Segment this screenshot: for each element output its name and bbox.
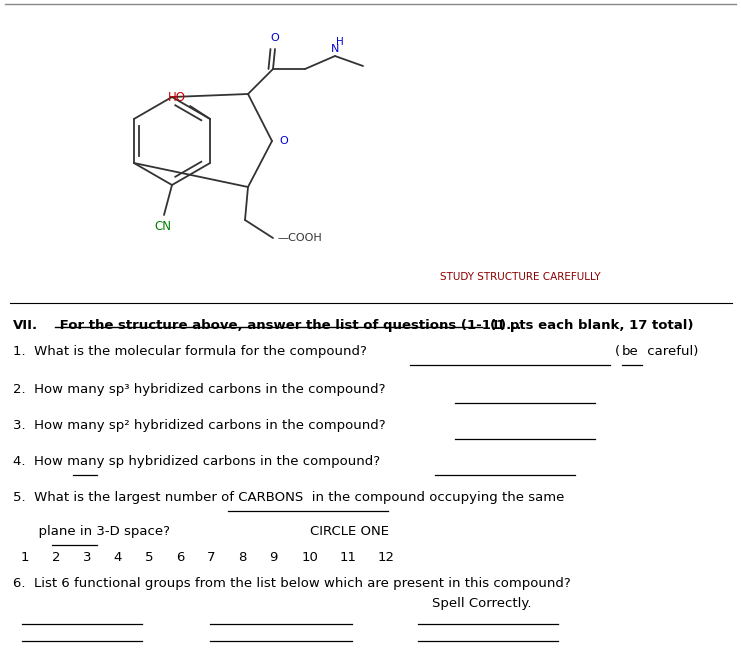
Text: plane in 3-D space?: plane in 3-D space?	[13, 525, 170, 538]
Text: 10: 10	[302, 551, 319, 564]
Text: VII.: VII.	[13, 319, 38, 332]
Text: (1 pts each blank, 17 total): (1 pts each blank, 17 total)	[490, 319, 694, 332]
Text: H: H	[336, 37, 344, 47]
Text: 6.  List 6 functional groups from the list below which are present in this compo: 6. List 6 functional groups from the lis…	[13, 577, 571, 590]
Text: 2.  How many sp³ hybridized carbons in the compound?: 2. How many sp³ hybridized carbons in th…	[13, 383, 385, 396]
Text: 8: 8	[238, 551, 246, 564]
Text: For the structure above, answer the list of questions (1-11)...: For the structure above, answer the list…	[55, 319, 522, 332]
Text: CIRCLE ONE: CIRCLE ONE	[310, 525, 389, 538]
Text: O: O	[270, 33, 279, 43]
Text: 5.  What is the largest number of CARBONS  in the compound occupying the same: 5. What is the largest number of CARBONS…	[13, 491, 565, 504]
Text: 4.  How many sp hybridized carbons in the compound?: 4. How many sp hybridized carbons in the…	[13, 455, 380, 468]
Text: HO: HO	[168, 91, 186, 104]
Text: (: (	[615, 345, 620, 358]
Text: 1.  What is the molecular formula for the compound?: 1. What is the molecular formula for the…	[13, 345, 367, 358]
Text: 7: 7	[207, 551, 215, 564]
Text: 1: 1	[21, 551, 29, 564]
Text: 9: 9	[269, 551, 277, 564]
Text: CN: CN	[155, 220, 171, 233]
Text: 12: 12	[377, 551, 394, 564]
Text: N: N	[330, 44, 339, 54]
Text: 2: 2	[52, 551, 60, 564]
Text: be: be	[622, 345, 639, 358]
Text: STUDY STRUCTURE CAREFULLY: STUDY STRUCTURE CAREFULLY	[439, 272, 600, 282]
Text: —COOH: —COOH	[277, 233, 322, 243]
Text: 3: 3	[83, 551, 91, 564]
Text: 11: 11	[339, 551, 356, 564]
Text: 5: 5	[144, 551, 153, 564]
Text: Spell Correctly.: Spell Correctly.	[432, 597, 532, 610]
Text: O: O	[279, 136, 288, 146]
Text: 6: 6	[176, 551, 185, 564]
Text: 4: 4	[114, 551, 122, 564]
Text: 3.  How many sp² hybridized carbons in the compound?: 3. How many sp² hybridized carbons in th…	[13, 419, 385, 432]
Text: careful): careful)	[643, 345, 698, 358]
